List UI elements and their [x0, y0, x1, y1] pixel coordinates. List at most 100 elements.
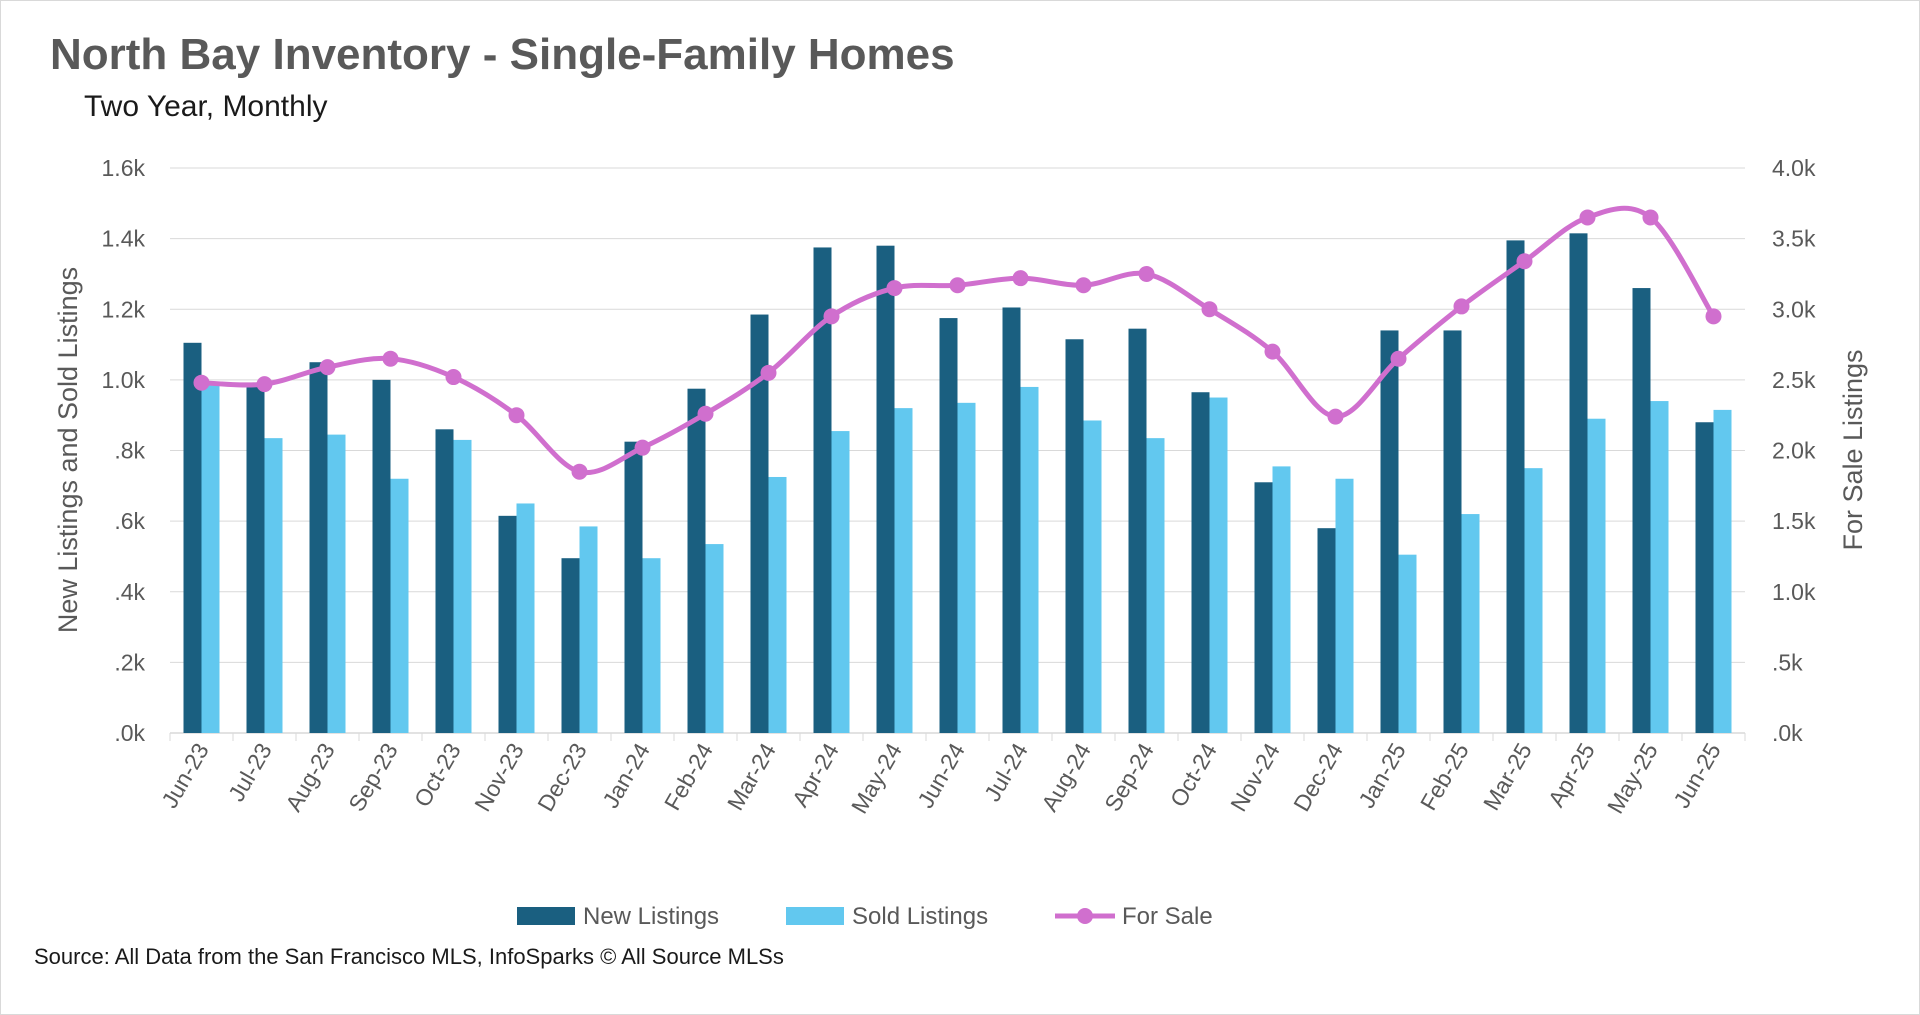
x-tick-label: Jul-23: [223, 739, 277, 806]
sold-listings-bar: [1713, 409, 1732, 733]
x-tick-label: Feb-25: [1415, 739, 1474, 815]
for-sale-point: [256, 376, 273, 393]
x-tick-label: Oct-24: [1165, 738, 1222, 811]
sold-listings-bar: [390, 478, 409, 733]
new-listings-bar: [309, 362, 328, 733]
new-listings-bar: [624, 441, 643, 733]
x-tick-label: Apr-25: [1543, 739, 1600, 812]
left-tick-label: 1.4k: [102, 226, 146, 252]
sold-listings-bar: [705, 544, 724, 733]
new-listings-bar: [1065, 339, 1084, 733]
for-sale-point: [319, 359, 336, 376]
new-listings-bar: [1317, 528, 1336, 733]
new-listings-bar: [876, 245, 895, 733]
new-listings-bar: [750, 314, 769, 733]
for-sale-point: [1642, 209, 1659, 226]
x-tick-label: Feb-24: [659, 738, 718, 814]
for-sale-point: [1327, 408, 1344, 425]
for-sale-point: [760, 364, 777, 381]
new-listings-bar: [183, 342, 202, 733]
sold-listings-bar: [1398, 554, 1417, 733]
for-sale-point: [1201, 301, 1218, 318]
new-listings-bar: [1569, 233, 1588, 733]
source-note: Source: All Data from the San Francisco …: [34, 944, 784, 969]
x-tick-label: Nov-24: [1225, 738, 1285, 815]
sold-listings-bar: [201, 383, 220, 733]
sold-listings-bar: [327, 434, 346, 733]
x-tick-label: Mar-24: [722, 738, 781, 814]
sold-listings-bar: [1650, 401, 1669, 733]
new-listings-bar: [561, 558, 580, 733]
new-listings-bar: [687, 388, 706, 733]
left-axis-title: New Listings and Sold Listings: [53, 267, 83, 633]
new-listings-bar: [372, 379, 391, 733]
line-series: [193, 205, 1722, 480]
left-tick-label: 1.2k: [102, 296, 146, 322]
for-sale-point: [508, 407, 525, 424]
for-sale-point: [571, 463, 588, 480]
right-tick-label: 2.0k: [1772, 438, 1816, 464]
sold-listings-bar: [516, 503, 535, 733]
x-tick-label: Jun-25: [1668, 739, 1726, 813]
right-tick-label: 1.5k: [1772, 508, 1816, 534]
right-axis-title: For Sale Listings: [1838, 349, 1868, 550]
left-tick-label: .8k: [114, 438, 145, 464]
x-tick-label: Nov-23: [469, 739, 529, 816]
right-tick-label: 3.0k: [1772, 296, 1816, 322]
sold-listings-bar: [957, 402, 976, 733]
x-tick-label: Jul-24: [979, 738, 1033, 805]
legend-forsale-marker: [1077, 908, 1093, 924]
legend-new-swatch: [517, 907, 575, 925]
right-tick-label: 2.5k: [1772, 367, 1816, 393]
left-axis-ticks: .0k .2k .4k .6k .8k 1.0k 1.2k 1.4k 1.6k: [102, 155, 146, 746]
x-tick-label: Apr-24: [787, 738, 844, 811]
left-tick-label: .2k: [114, 649, 145, 675]
x-tick-label: Jan-25: [1353, 739, 1411, 813]
for-sale-point: [1264, 343, 1281, 360]
sold-listings-bar: [579, 526, 598, 733]
sold-listings-bar: [831, 431, 850, 733]
sold-listings-bar: [453, 439, 472, 733]
sold-listings-bar: [642, 558, 661, 733]
for-sale-point: [193, 374, 210, 391]
new-listings-bar: [1632, 288, 1651, 733]
for-sale-point: [1453, 298, 1470, 315]
sold-listings-bar: [1335, 478, 1354, 733]
sold-listings-bar: [1524, 468, 1543, 733]
for-sale-point: [1012, 270, 1029, 287]
new-listings-bar: [813, 247, 832, 733]
x-axis-labels: Jun-23 Jul-23 Aug-23 Sep-23 Oct-23 Nov-23 Dec-…: [156, 738, 1726, 818]
for-sale-point: [697, 405, 714, 422]
sold-listings-bar: [1146, 438, 1165, 733]
chart-title: North Bay Inventory - Single-Family Home…: [50, 30, 955, 79]
new-listings-bar: [498, 515, 517, 733]
x-tick-label: May-25: [1602, 739, 1663, 818]
left-tick-label: 1.6k: [102, 155, 146, 181]
sold-listings-bar: [1209, 397, 1228, 733]
x-tick-label: Dec-23: [532, 739, 592, 816]
new-listings-bar: [939, 318, 958, 733]
left-tick-label: 1.0k: [102, 367, 146, 393]
new-listings-bar: [1254, 482, 1273, 733]
for-sale-point: [1705, 308, 1722, 325]
for-sale-point: [1138, 265, 1155, 282]
x-tick-label: Aug-24: [1036, 738, 1096, 815]
sold-listings-bar: [264, 438, 283, 733]
legend: New Listings Sold Listings For Sale: [517, 903, 1213, 930]
left-tick-label: .4k: [114, 579, 145, 605]
sold-listings-bar: [1587, 418, 1606, 733]
new-listings-bar: [1695, 422, 1714, 733]
right-axis-ticks: .0k .5k 1.0k 1.5k 2.0k 2.5k 3.0k 3.5k 4.0k: [1772, 155, 1816, 746]
sold-listings-bar: [1083, 420, 1102, 733]
new-listings-bar: [1443, 330, 1462, 733]
x-tick-label: Jun-24: [912, 738, 970, 812]
new-listings-bar: [1128, 328, 1147, 733]
right-tick-label: 1.0k: [1772, 579, 1816, 605]
x-tick-label: Aug-23: [280, 739, 340, 816]
x-tick-label: Dec-24: [1288, 738, 1348, 815]
for-sale-point: [823, 308, 840, 325]
for-sale-point: [1075, 277, 1092, 294]
for-sale-point: [445, 369, 462, 386]
right-tick-label: .0k: [1772, 720, 1803, 746]
